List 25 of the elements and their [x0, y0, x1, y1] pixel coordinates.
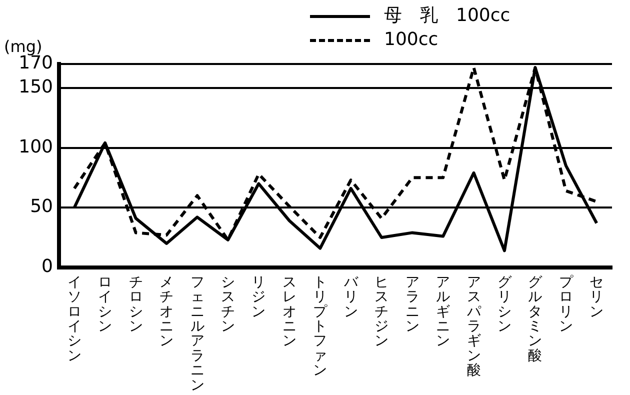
y-axis-title: (mg) [4, 37, 42, 56]
x-tick-label: ヒスチジン [374, 274, 389, 350]
x-tick-label: セリン [590, 274, 604, 320]
x-tick-label: リジン [252, 274, 266, 320]
x-tick-label: グリシン [497, 274, 512, 334]
y-tick-label: 0 [42, 256, 53, 278]
y-tick-label: 50 [30, 196, 53, 218]
x-tick-label: チロシン [128, 274, 143, 334]
x-tick-label: メチオニン [160, 274, 174, 350]
x-tick-label: トリプトファン [313, 274, 328, 379]
legend-label: 母 乳 100cc [384, 4, 510, 28]
x-tick-label: グルタミン酸 [528, 274, 544, 364]
x-tick-label: ロイシン [98, 274, 112, 334]
x-tick-label: バリン [342, 274, 359, 320]
x-tick-label: フェニルアラニン [190, 274, 204, 394]
x-tick-label: アルギニン [436, 274, 450, 350]
y-tick-label: 150 [18, 76, 53, 98]
x-tick-label: イソロイシン [67, 274, 82, 364]
x-tick-label: スレオニン [282, 274, 296, 350]
x-tick-label: シスチン [220, 274, 235, 334]
legend-label: 100cc [384, 28, 438, 52]
x-tick-label: プロリン [558, 274, 574, 334]
x-tick-label: アラニン [405, 274, 420, 334]
x-tick-label: アスパラギン酸 [466, 274, 482, 379]
y-tick-label: 100 [18, 136, 53, 158]
